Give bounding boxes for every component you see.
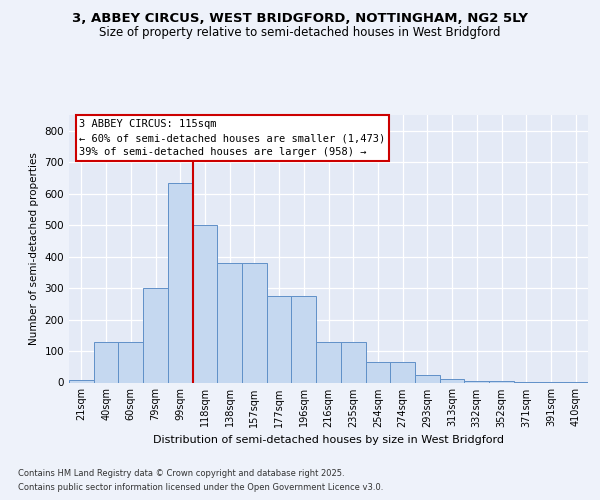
Bar: [440, 378, 464, 382]
Bar: [464, 381, 489, 382]
Bar: [390, 362, 415, 382]
Y-axis label: Number of semi-detached properties: Number of semi-detached properties: [29, 152, 39, 345]
Bar: [168, 182, 193, 382]
Bar: [118, 342, 143, 382]
Bar: [489, 381, 514, 382]
Text: Contains public sector information licensed under the Open Government Licence v3: Contains public sector information licen…: [18, 484, 383, 492]
Text: Contains HM Land Registry data © Crown copyright and database right 2025.: Contains HM Land Registry data © Crown c…: [18, 468, 344, 477]
Bar: [365, 362, 390, 382]
Bar: [242, 263, 267, 382]
Bar: [415, 374, 440, 382]
Bar: [94, 342, 118, 382]
Bar: [267, 296, 292, 382]
X-axis label: Distribution of semi-detached houses by size in West Bridgford: Distribution of semi-detached houses by …: [153, 435, 504, 445]
Bar: [341, 342, 365, 382]
Bar: [69, 380, 94, 382]
Bar: [143, 288, 168, 382]
Text: 3 ABBEY CIRCUS: 115sqm
← 60% of semi-detached houses are smaller (1,473)
39% of : 3 ABBEY CIRCUS: 115sqm ← 60% of semi-det…: [79, 119, 386, 157]
Text: 3, ABBEY CIRCUS, WEST BRIDGFORD, NOTTINGHAM, NG2 5LY: 3, ABBEY CIRCUS, WEST BRIDGFORD, NOTTING…: [72, 12, 528, 26]
Bar: [316, 342, 341, 382]
Text: Size of property relative to semi-detached houses in West Bridgford: Size of property relative to semi-detach…: [99, 26, 501, 39]
Bar: [193, 225, 217, 382]
Bar: [292, 296, 316, 382]
Bar: [217, 263, 242, 382]
